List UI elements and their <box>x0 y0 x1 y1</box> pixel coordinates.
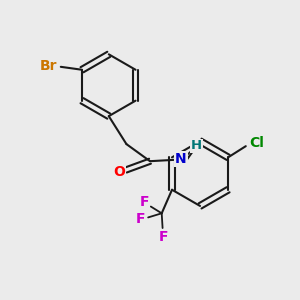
Text: F: F <box>136 212 145 226</box>
Text: F: F <box>139 194 149 208</box>
Text: F: F <box>158 230 168 244</box>
Text: Cl: Cl <box>250 136 264 150</box>
Text: H: H <box>191 140 202 152</box>
Text: Br: Br <box>40 59 57 73</box>
Text: O: O <box>113 165 125 179</box>
Text: N: N <box>175 152 187 166</box>
